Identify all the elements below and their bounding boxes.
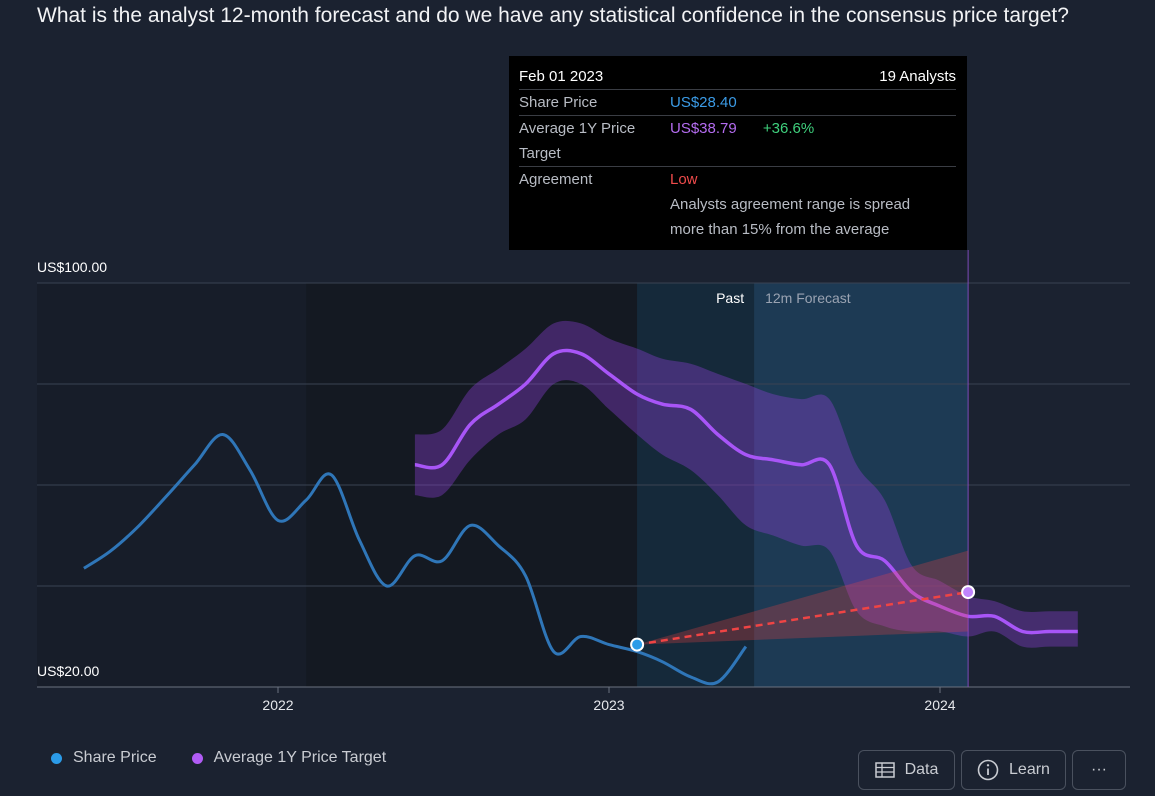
price-target-point	[961, 585, 976, 600]
chart-tooltip: Feb 01 2023 19 Analysts Share Price US$2…	[509, 56, 967, 250]
share-price-point	[630, 637, 645, 652]
legend-share-price[interactable]: Share Price	[51, 749, 157, 767]
learn-button[interactable]: Learn	[961, 750, 1066, 790]
x-tick-label: 2023	[593, 697, 624, 713]
legend-share-price-swatch	[51, 752, 62, 764]
tooltip-share-price-label: Share Price	[519, 94, 598, 111]
chart-legend: Share Price Average 1Y Price Target	[51, 749, 421, 767]
price-target-range-band	[414, 320, 1078, 648]
price-target-line	[414, 348, 1078, 635]
forecast-label: 12m Forecast	[765, 290, 851, 306]
info-icon	[977, 759, 999, 781]
legend-price-target[interactable]: Average 1Y Price Target	[191, 749, 386, 767]
forecast-dashed-line	[636, 590, 969, 646]
past-label: Past	[716, 290, 744, 306]
tooltip-agreement-value: Low	[670, 171, 698, 188]
more-icon: ···	[1091, 761, 1107, 778]
tooltip-date: Feb 01 2023	[519, 68, 604, 85]
tooltip-share-price-value: US$28.40	[670, 94, 737, 111]
tooltip-target-value: US$38.79	[670, 120, 737, 137]
x-tick-label: 2022	[262, 697, 293, 713]
y-axis-label-top: US$100.00	[37, 259, 107, 275]
tooltip-agreement-desc-1: Analysts agreement range is spread	[670, 196, 911, 213]
more-options-button[interactable]: ···	[1072, 750, 1126, 790]
table-icon	[874, 762, 895, 778]
tooltip-target-label: Average 1Y Price Target	[519, 120, 636, 162]
tooltip-agreement-label: Agreement	[519, 171, 593, 188]
y-axis-label-bottom: US$20.00	[37, 663, 99, 679]
page-title: What is the analyst 12-month forecast an…	[37, 4, 1069, 27]
tooltip-agreement-desc-2: more than 15% from the average	[670, 221, 890, 238]
tooltip-target-change: +36.6%	[762, 120, 815, 137]
share-price-line	[83, 433, 748, 686]
data-button[interactable]: Data	[858, 750, 955, 790]
tooltip-analysts: 19 Analysts	[879, 68, 956, 85]
legend-price-target-swatch	[191, 752, 203, 764]
forecast-range-cone	[637, 550, 969, 645]
x-tick-label: 2024	[924, 697, 955, 713]
